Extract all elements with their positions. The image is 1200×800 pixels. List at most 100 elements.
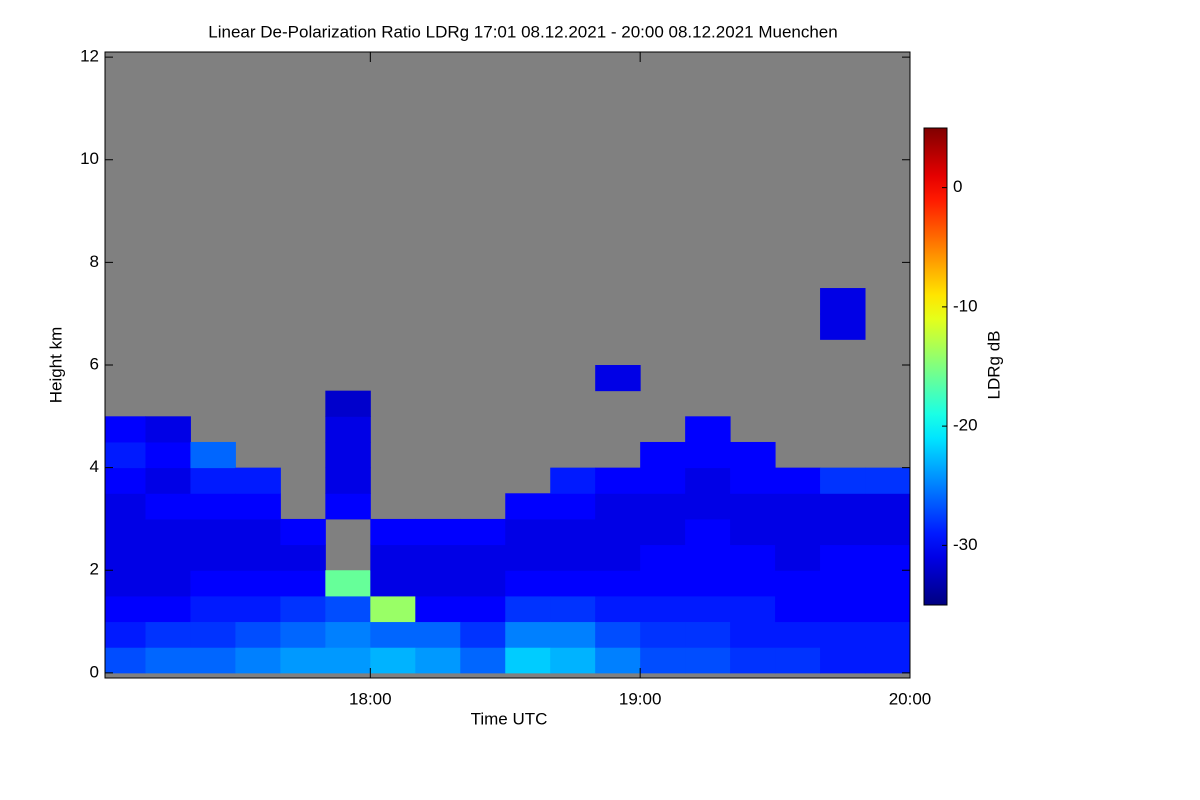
y-axis-label: Height km [46,327,65,404]
heatmap-cell [460,621,506,648]
heatmap-cell [505,595,551,623]
heatmap-cell [325,493,371,520]
heatmap-cell [685,544,731,571]
heatmap-cell [820,518,866,546]
heatmap-cell [730,518,776,546]
heatmap-cell [775,544,821,571]
heatmap-cell [235,544,281,571]
colorbar-tick-label: -10 [953,296,978,315]
heatmap-cell [685,647,731,674]
heatmap-cell [865,570,911,597]
heatmap-cell [730,570,776,597]
heatmap-cell [145,493,191,520]
heatmap-cell [105,595,146,623]
heatmap-cell [730,621,776,648]
heatmap-cell [550,518,596,546]
heatmap-cell [105,441,146,469]
heatmap-cell [370,595,416,623]
heatmap-cell [640,518,686,546]
colorbar [923,127,948,606]
colorbar-label: LDRg dB [984,331,1003,400]
heatmap-cell [685,493,731,520]
y-tick-label: 0 [90,662,99,681]
heatmap-cell [640,570,686,597]
heatmap-cell [105,518,146,546]
heatmap-cell [505,493,551,520]
heatmap-cell [190,621,236,648]
heatmap-cell [820,595,866,623]
heatmap-cell [235,595,281,623]
heatmap-cell [190,544,236,571]
heatmap-cell [505,647,551,674]
heatmap-cell [325,647,371,674]
x-tick-label: 18:00 [349,689,392,708]
y-tick-label: 6 [90,354,99,373]
heatmap-cell [280,570,326,597]
heatmap-cell [730,441,776,469]
heatmap-cell [280,621,326,648]
heatmap-cell [190,467,236,494]
heatmap-cell [685,595,731,623]
heatmap-cell [595,595,641,623]
heatmap-cell [235,647,281,674]
heatmap-cell [505,570,551,597]
heatmap-cell [105,647,146,674]
heatmap-cell [775,595,821,623]
heatmap-cell [145,595,191,623]
heatmap-cell [820,493,866,520]
heatmap-cell [550,595,596,623]
chart-title: Linear De-Polarization Ratio LDRg 17:01 … [208,22,837,41]
heatmap-cell [145,416,191,443]
heatmap-cell [235,518,281,546]
heatmap-cell [775,518,821,546]
heatmap-cell [505,621,551,648]
y-tick-label: 4 [90,457,99,476]
heatmap-cell [820,313,866,340]
y-tick-label: 2 [90,560,99,579]
heatmap-cell [460,518,506,546]
colorbar-tick-label: -20 [953,416,978,435]
heatmap-cell [325,390,371,417]
heatmap-cell [775,467,821,494]
x-axis-label: Time UTC [471,709,548,728]
heatmap-cell [865,518,911,546]
heatmap-cell [415,518,461,546]
heatmap-cell [190,493,236,520]
heatmap-cell [820,570,866,597]
heatmap-cell [820,288,866,315]
heatmap-cell [685,570,731,597]
heatmap-cell [190,570,236,597]
heatmap-cell [775,621,821,648]
heatmap-cell [685,467,731,494]
heatmap-cell [685,621,731,648]
heatmap-cell [105,416,146,443]
heatmap-cell [550,493,596,520]
heatmap-cell [235,467,281,494]
heatmap-cell [415,570,461,597]
colorbar-tick-label: 0 [953,177,962,196]
heatmap-cell [460,544,506,571]
heatmap-cell [865,493,911,520]
heatmap-cell [190,595,236,623]
heatmap-cell [145,441,191,469]
heatmap-cell [730,544,776,571]
heatmap-cell [685,441,731,469]
heatmap-cell [595,518,641,546]
heatmap-cell [105,544,146,571]
heatmap-cell [685,416,731,443]
heatmap-cell [145,647,191,674]
heatmap-cell [370,518,416,546]
heatmap-cell [280,518,326,546]
heatmap-cell [640,467,686,494]
heatmap-cell [595,621,641,648]
heatmap-cell [820,647,866,674]
heatmap-cell [370,570,416,597]
heatmap-cell [505,518,551,546]
heatmap-cell [280,544,326,571]
heatmap-cell [190,647,236,674]
x-tick-label: 20:00 [889,689,932,708]
heatmap-cell [595,467,641,494]
y-tick-label: 8 [90,252,99,271]
heatmap-cell [280,595,326,623]
